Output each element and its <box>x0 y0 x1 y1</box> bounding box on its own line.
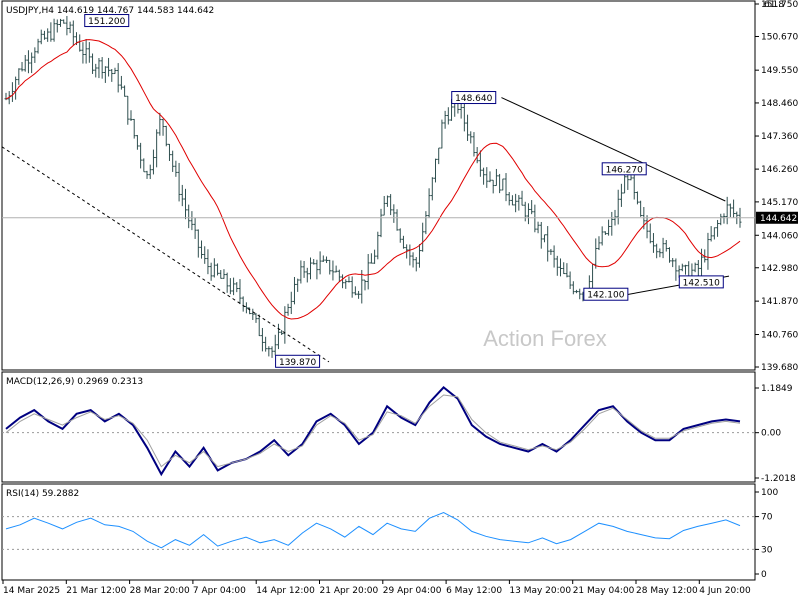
x-axis-label: 28 Mar 20:00 <box>130 586 190 596</box>
price-annotation-label: 148.640 <box>455 94 492 104</box>
x-axis-label: 29 Apr 04:00 <box>383 586 442 596</box>
price-annotation-box <box>84 14 130 28</box>
price-axis-label: 148.460 <box>761 99 798 109</box>
x-axis-label: 4 Jun 20:00 <box>699 586 751 596</box>
macd-axis-label: -1.2018 <box>761 474 796 484</box>
watermark: Action Forex <box>483 326 607 351</box>
main-chart-title: USDJPY,H4 144.619 144.767 144.583 144.64… <box>6 6 214 16</box>
macd-title: MACD(12,26,9) 0.2969 0.2313 <box>6 377 143 387</box>
main-panel-frame <box>1 0 756 371</box>
price-axis-label: 151.750 <box>761 0 798 10</box>
price-axis-label: 142.980 <box>761 264 798 274</box>
resistance-trendline <box>501 97 726 202</box>
price-annotation-label: 146.270 <box>606 165 643 175</box>
rsi-line <box>5 511 741 549</box>
x-axis-label: 6 May 12:00 <box>446 586 502 596</box>
moving-average-line <box>5 39 741 320</box>
price-annotation-label: 142.100 <box>587 291 624 301</box>
rsi-axis-label: 70 <box>761 513 773 523</box>
price-axis-label: 141.870 <box>761 297 798 307</box>
x-axis-label: 7 Apr 04:00 <box>193 586 246 596</box>
x-axis-label: 13 May 20:00 <box>509 586 571 596</box>
x-axis-label: 21 May 04:00 <box>573 586 635 596</box>
x-axis-label: 21 Mar 12:00 <box>66 586 126 596</box>
dashed-trendline <box>1 146 330 363</box>
price-annotation-box <box>583 287 629 301</box>
x-axis-label: 14 Mar 2025 <box>3 586 60 596</box>
price-axis-label: 150.670 <box>761 32 798 42</box>
macd-axis-label: 0.00 <box>761 429 781 439</box>
rsi-axis-label: 0 <box>761 570 767 580</box>
price-axis-label: 139.680 <box>761 363 798 373</box>
price-axis-label: 149.550 <box>761 66 798 76</box>
current-price-label: 144.642 <box>760 214 797 224</box>
current-price-box <box>756 211 798 224</box>
price-annotation-label: 139.870 <box>279 358 316 368</box>
price-axis-top-partial: 61.8 <box>764 0 784 10</box>
price-annotation-box <box>275 354 321 368</box>
x-axis-label: 21 Apr 20:00 <box>320 586 379 596</box>
price-axis-label: 146.260 <box>761 165 798 175</box>
price-annotation-label: 142.510 <box>683 278 720 288</box>
price-annotation-box <box>601 162 647 176</box>
price-annotation-box <box>451 91 497 105</box>
x-axis-label: 28 May 12:00 <box>636 586 698 596</box>
x-axis-label: 14 Apr 12:00 <box>256 586 315 596</box>
macd-signal-line <box>5 394 741 468</box>
price-axis-label: 147.360 <box>761 132 798 142</box>
rsi-axis-label: 100 <box>761 488 778 498</box>
price-annotation-box <box>678 275 724 289</box>
price-axis-label: 145.170 <box>761 198 798 208</box>
price-annotation-label: 151.200 <box>88 17 125 27</box>
macd-panel-frame <box>1 371 756 483</box>
price-axis-label: 144.060 <box>761 231 798 241</box>
rsi-panel-frame <box>1 483 756 581</box>
macd-axis-label: 1.1849 <box>761 384 793 394</box>
rsi-title: RSI(14) 59.2882 <box>6 489 79 499</box>
rsi-axis-label: 30 <box>761 545 773 555</box>
price-axis-label: 140.760 <box>761 331 798 341</box>
